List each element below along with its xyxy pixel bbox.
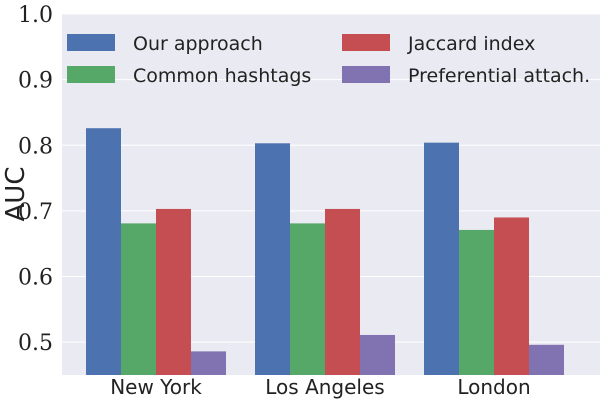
legend: Our approach Common hashtags Jaccard index… bbox=[67, 33, 590, 87]
legend-swatch bbox=[67, 34, 115, 51]
bar bbox=[529, 344, 564, 375]
legend-swatch bbox=[67, 66, 115, 83]
bar bbox=[290, 223, 325, 375]
bar bbox=[191, 351, 226, 375]
bar bbox=[121, 223, 156, 375]
y-tick-label: 0.5 bbox=[18, 331, 53, 356]
y-tick-label: 0.6 bbox=[18, 266, 53, 291]
legend-label: Preferential attach. bbox=[408, 65, 590, 87]
y-tick-label: 0.8 bbox=[18, 134, 53, 159]
bar bbox=[325, 208, 360, 375]
bar bbox=[255, 143, 290, 375]
x-tick-label: London bbox=[457, 375, 530, 399]
bars bbox=[86, 128, 564, 375]
legend-label: Jaccard index bbox=[407, 33, 535, 55]
y-tick-labels: 0.5 0.6 0.7 0.8 0.9 1.0 bbox=[18, 3, 53, 356]
y-tick-label: 0.7 bbox=[18, 200, 53, 225]
bar bbox=[156, 208, 191, 375]
legend-swatch bbox=[342, 66, 390, 83]
bar bbox=[86, 128, 121, 375]
x-tick-label: New York bbox=[110, 375, 202, 399]
legend-label: Common hashtags bbox=[133, 65, 311, 87]
x-tick-labels: New York Los Angeles London bbox=[110, 375, 530, 399]
bar bbox=[494, 217, 529, 375]
bar bbox=[459, 229, 494, 375]
bar bbox=[424, 142, 459, 375]
legend-swatch bbox=[342, 34, 390, 51]
y-axis-label: AUC bbox=[1, 167, 31, 222]
y-tick-label: 0.9 bbox=[18, 69, 53, 94]
legend-label: Our approach bbox=[133, 33, 263, 55]
y-tick-label: 1.0 bbox=[18, 3, 53, 28]
x-tick-label: Los Angeles bbox=[265, 375, 384, 399]
bar bbox=[360, 334, 395, 375]
